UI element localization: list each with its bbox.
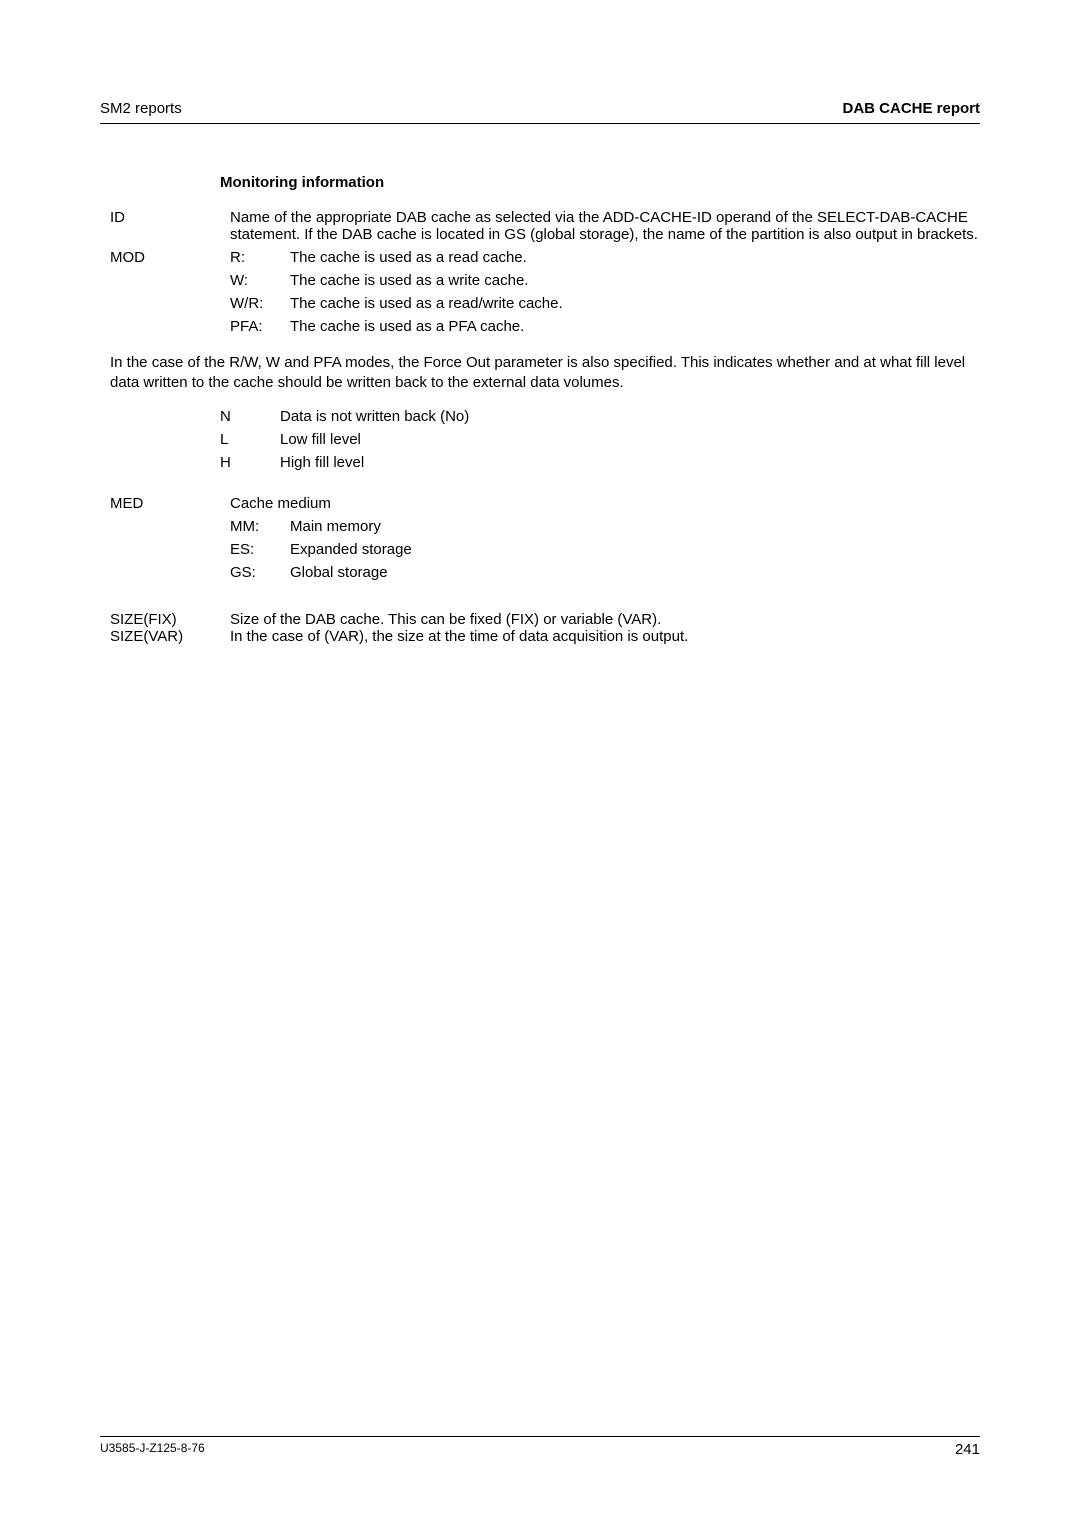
mod-paragraph: In the case of the R/W, W and PFA modes,…	[110, 353, 970, 394]
mod-val: The cache is used as a PFA cache.	[290, 318, 980, 335]
forceout-val: Low fill level	[280, 431, 980, 448]
body-mod: R: The cache is used as a read cache. W:…	[230, 249, 980, 341]
mod-row: R: The cache is used as a read cache.	[230, 249, 980, 266]
def-id: ID Name of the appropriate DAB cache as …	[100, 209, 980, 243]
size-line2: In the case of (VAR), the size at the ti…	[230, 628, 980, 645]
forceout-row: H High fill level	[220, 454, 980, 471]
forceout-key: N	[220, 408, 280, 425]
body-med: Cache medium MM: Main memory ES: Expande…	[230, 495, 980, 587]
mod-val: The cache is used as a read/write cache.	[290, 295, 980, 312]
forceout-val: Data is not written back (No)	[280, 408, 980, 425]
med-val: Global storage	[290, 564, 980, 581]
forceout-row: N Data is not written back (No)	[220, 408, 980, 425]
mod-key: W:	[230, 272, 290, 289]
mod-row: PFA: The cache is used as a PFA cache.	[230, 318, 980, 335]
med-val: Expanded storage	[290, 541, 980, 558]
page-header: SM2 reports DAB CACHE report	[100, 100, 980, 124]
forceout-row: L Low fill level	[220, 431, 980, 448]
term-mod: MOD	[100, 249, 230, 266]
body-size: Size of the DAB cache. This can be fixed…	[230, 611, 980, 645]
med-key: ES:	[230, 541, 290, 558]
med-heading: Cache medium	[230, 495, 980, 512]
forceout-key: H	[220, 454, 280, 471]
forceout-block: N Data is not written back (No) L Low fi…	[220, 408, 980, 471]
med-row: GS: Global storage	[230, 564, 980, 581]
footer-page-number: 241	[955, 1441, 980, 1458]
footer-left: U3585-J-Z125-8-76	[100, 1441, 205, 1458]
mod-row: W/R: The cache is used as a read/write c…	[230, 295, 980, 312]
def-med: MED Cache medium MM: Main memory ES: Exp…	[100, 495, 980, 587]
med-row: MM: Main memory	[230, 518, 980, 535]
mod-val: The cache is used as a write cache.	[290, 272, 980, 289]
def-size: SIZE(FIX) SIZE(VAR) Size of the DAB cach…	[100, 611, 980, 645]
def-mod: MOD R: The cache is used as a read cache…	[100, 249, 980, 341]
section-heading: Monitoring information	[220, 174, 980, 191]
mod-key: R:	[230, 249, 290, 266]
page-footer: U3585-J-Z125-8-76 241	[100, 1436, 980, 1458]
term-size-var: SIZE(VAR)	[110, 628, 230, 645]
mod-val: The cache is used as a read cache.	[290, 249, 980, 266]
term-size-fix: SIZE(FIX)	[110, 611, 230, 628]
size-line1: Size of the DAB cache. This can be fixed…	[230, 611, 980, 628]
forceout-key: L	[220, 431, 280, 448]
body-id: Name of the appropriate DAB cache as sel…	[230, 209, 980, 243]
med-key: GS:	[230, 564, 290, 581]
page: SM2 reports DAB CACHE report Monitoring …	[0, 0, 1080, 1528]
term-size: SIZE(FIX) SIZE(VAR)	[100, 611, 230, 645]
mod-row: W: The cache is used as a write cache.	[230, 272, 980, 289]
mod-key: W/R:	[230, 295, 290, 312]
term-id: ID	[100, 209, 230, 226]
med-val: Main memory	[290, 518, 980, 535]
term-med: MED	[100, 495, 230, 512]
header-left: SM2 reports	[100, 100, 182, 117]
mod-key: PFA:	[230, 318, 290, 335]
med-key: MM:	[230, 518, 290, 535]
header-right: DAB CACHE report	[842, 100, 980, 117]
forceout-val: High fill level	[280, 454, 980, 471]
med-row: ES: Expanded storage	[230, 541, 980, 558]
